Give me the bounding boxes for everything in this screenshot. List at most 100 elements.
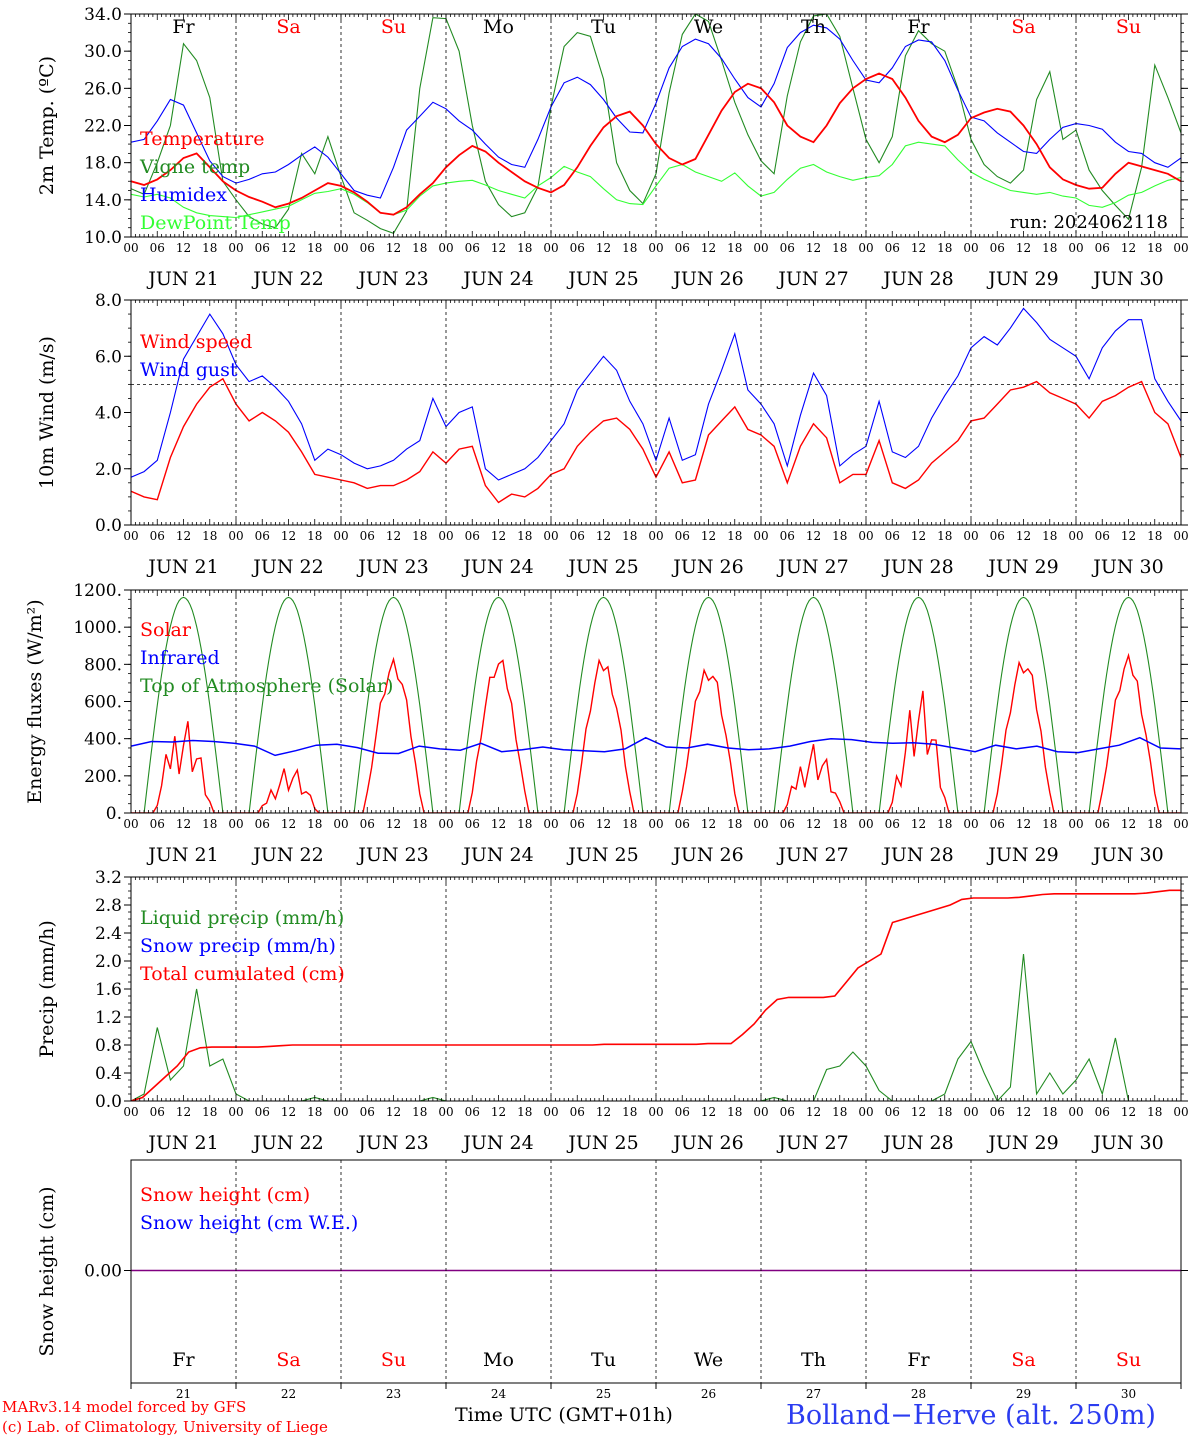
hour-tick-label: 12 [701, 241, 716, 255]
series-line-vigne-temp [131, 14, 1181, 234]
hour-tick-label: 18 [937, 241, 952, 255]
hour-tick-label: 18 [832, 817, 847, 831]
date-label: JUN 24 [461, 1132, 533, 1154]
hour-tick-label: 06 [255, 1105, 270, 1119]
day-name-label: Mo [483, 16, 514, 38]
day-name-label: Sa [1011, 16, 1035, 38]
wind-series [131, 307, 1181, 504]
hour-tick-label: 00 [123, 241, 138, 255]
hour-tick-label: 00 [648, 1105, 663, 1119]
hour-tick-label: 06 [780, 241, 795, 255]
day-name-label: Su [1116, 16, 1141, 38]
hour-tick-label: 00 [1173, 1105, 1188, 1119]
hour-tick-label: 12 [491, 241, 506, 255]
hour-tick-label: 00 [228, 529, 243, 543]
hour-tick-label: 00 [543, 817, 558, 831]
hour-tick-label: 18 [517, 529, 532, 543]
hour-tick-label: 12 [491, 1105, 506, 1119]
hour-tick-label: 12 [491, 529, 506, 543]
y-tick-label: 0.8 [95, 1036, 122, 1056]
hour-tick-label: 12 [596, 817, 611, 831]
hour-tick-label: 00 [1173, 529, 1188, 543]
hour-tick-label: 06 [990, 241, 1005, 255]
series-line-total-cumulated [131, 889, 1181, 1101]
y-tick-label: 2.4 [95, 924, 122, 944]
series-line-dewpoint-temp [131, 141, 1181, 219]
hour-tick-label: 00 [963, 1105, 978, 1119]
y-tick-label: 1000. [73, 618, 122, 638]
day-number-label: 30 [1121, 1387, 1136, 1401]
hour-tick-label: 12 [1121, 817, 1136, 831]
y-tick-label: 800. [84, 655, 122, 675]
y-tick-label: 0.0 [95, 1092, 122, 1112]
date-label: JUN 29 [986, 1132, 1058, 1154]
hour-tick-label: 18 [727, 241, 742, 255]
x-axis-title: Time UTC (GMT+01h) [455, 1404, 673, 1426]
day-name-label: Tu [591, 16, 616, 38]
hour-tick-label: 12 [491, 817, 506, 831]
hour-tick-label: 12 [176, 241, 191, 255]
hour-tick-label: 18 [517, 1105, 532, 1119]
hour-tick-label: 12 [1016, 817, 1031, 831]
y-axis-label: Energy fluxes (W/m²) [24, 599, 46, 803]
date-label: JUN 25 [566, 844, 638, 866]
hour-tick-label: 12 [806, 241, 821, 255]
hour-tick-label: 00 [963, 241, 978, 255]
day-number-label: 27 [806, 1387, 821, 1401]
hour-tick-label: 12 [701, 817, 716, 831]
hour-tick-label: 12 [386, 529, 401, 543]
hour-tick-label: 00 [333, 241, 348, 255]
hour-tick-label: 12 [806, 817, 821, 831]
hour-tick-label: 12 [1016, 241, 1031, 255]
hour-tick-label: 12 [1016, 529, 1031, 543]
hour-tick-label: 00 [438, 817, 453, 831]
hour-tick-label: 00 [753, 817, 768, 831]
y-tick-label: 14.0 [84, 191, 122, 211]
date-label: JUN 29 [986, 556, 1058, 578]
plot-frame [130, 589, 1182, 814]
day-name-label: Sa [276, 16, 300, 38]
date-label: JUN 29 [986, 268, 1058, 290]
day-name-label: We [694, 1349, 723, 1371]
hour-tick-label: 06 [570, 1105, 585, 1119]
y-tick-label: 0.00 [84, 1262, 122, 1282]
series-line-top-of-atmosphere [131, 596, 1181, 813]
hour-tick-label: 06 [885, 817, 900, 831]
hour-tick-label: 00 [1068, 817, 1083, 831]
hour-tick-label: 12 [386, 817, 401, 831]
hour-tick-label: 00 [858, 817, 873, 831]
y-tick-label: 2.8 [95, 896, 122, 916]
date-label: JUN 22 [251, 268, 323, 290]
y-axis-label: 2m Temp. (ºC) [36, 56, 58, 195]
hour-tick-label: 06 [780, 529, 795, 543]
y-tick-label: 3.2 [95, 868, 122, 888]
hour-tick-label: 00 [543, 529, 558, 543]
hour-tick-label: 06 [465, 1105, 480, 1119]
hour-tick-label: 12 [281, 529, 296, 543]
lab-credit: (c) Lab. of Climatology, University of L… [2, 1418, 328, 1436]
hour-tick-label: 18 [1042, 1105, 1057, 1119]
hour-tick-label: 00 [228, 817, 243, 831]
y-tick-label: 34.0 [84, 5, 122, 25]
date-label: JUN 25 [566, 268, 638, 290]
y-tick-label: 1200. [73, 581, 122, 601]
day-name-label: Su [381, 1349, 406, 1371]
wind-panel: 0.0 2.0 4.0 6.0 8.0 00 06 12 18 00 06 12 18 00 06 12 18 0… [36, 291, 1189, 578]
hour-tick-label: 00 [1068, 1105, 1083, 1119]
hour-tick-label: 00 [333, 529, 348, 543]
date-label: JUN 27 [776, 844, 848, 866]
date-label: JUN 24 [461, 268, 533, 290]
y-tick-label: 2.0 [95, 460, 122, 480]
date-label: JUN 21 [146, 556, 218, 578]
hour-tick-label: 18 [727, 1105, 742, 1119]
hour-tick-label: 00 [753, 1105, 768, 1119]
hour-tick-label: 12 [176, 1105, 191, 1119]
hour-tick-label: 06 [990, 529, 1005, 543]
y-tick-label: 600. [84, 693, 122, 713]
day-number-label: 25 [596, 1387, 611, 1401]
hour-tick-label: 06 [255, 529, 270, 543]
hour-tick-label: 06 [360, 1105, 375, 1119]
y-tick-label: 10.0 [84, 228, 122, 248]
date-label: JUN 23 [356, 268, 428, 290]
